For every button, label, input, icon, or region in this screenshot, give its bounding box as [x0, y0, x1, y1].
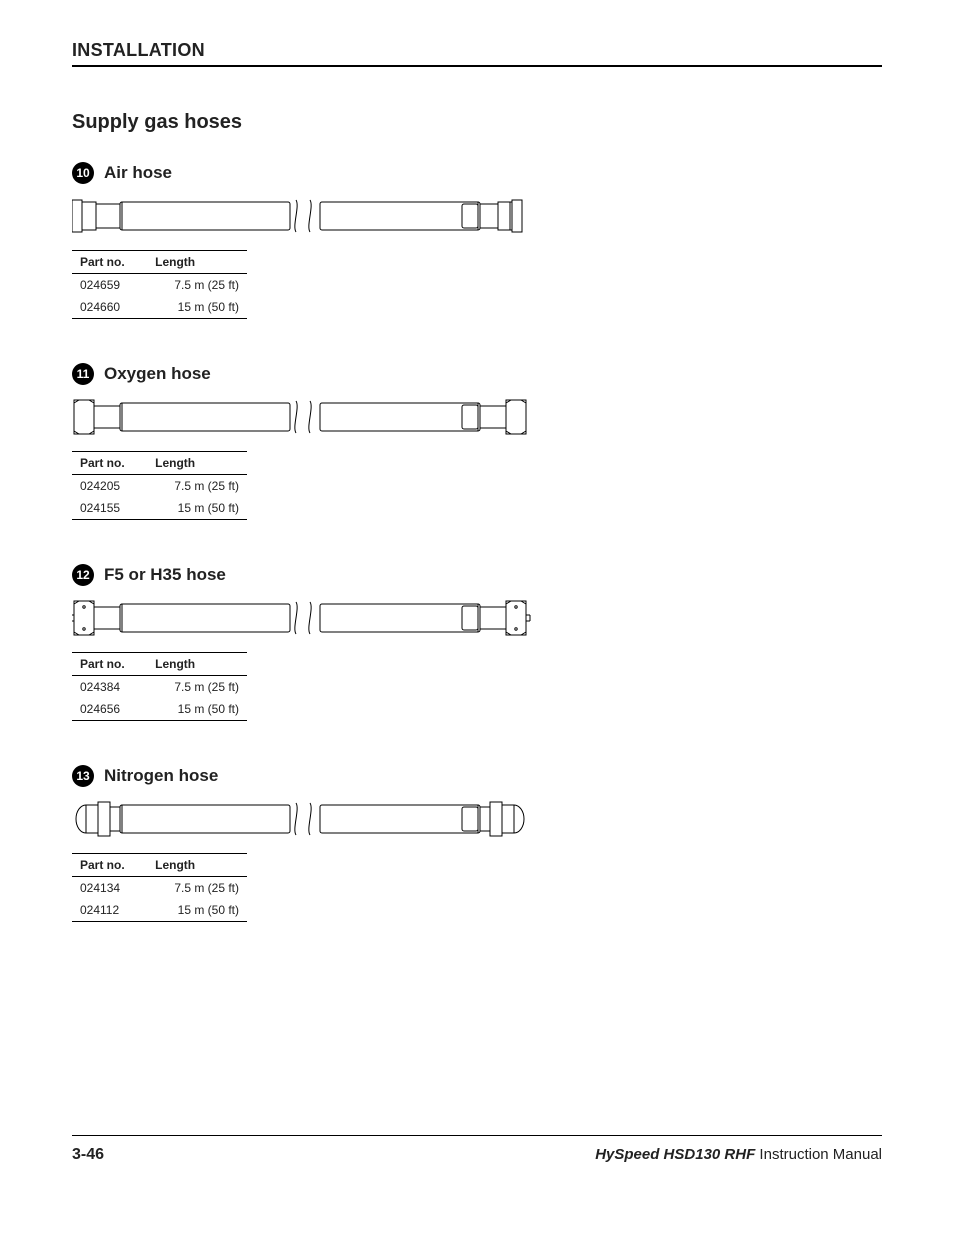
circled-number-icon: 13 [72, 765, 94, 787]
length-cell: 7.5 m (25 ft) [147, 274, 247, 297]
table-header: Part no. [72, 251, 147, 274]
hose-title: Oxygen hose [104, 364, 211, 384]
hose-title: Nitrogen hose [104, 766, 218, 786]
table-row: 0246597.5 m (25 ft) [72, 274, 247, 297]
length-cell: 15 m (50 ft) [147, 698, 247, 721]
circled-number-icon: 10 [72, 162, 94, 184]
table-row: 02466015 m (50 ft) [72, 296, 247, 319]
part-number-cell: 024384 [72, 676, 147, 699]
hose-block: 12 F5 or H35 hose Part no.Length0243847.5 … [72, 564, 882, 721]
length-cell: 7.5 m (25 ft) [147, 475, 247, 498]
table-row: 02465615 m (50 ft) [72, 698, 247, 721]
hose-heading: 11 Oxygen hose [72, 363, 882, 385]
hose-diagram [72, 196, 564, 236]
length-cell: 7.5 m (25 ft) [147, 676, 247, 699]
length-cell: 15 m (50 ft) [147, 296, 247, 319]
page-content: INSTALLATION Supply gas hoses 10 Air hose… [72, 40, 882, 966]
hose-diagram [72, 598, 564, 638]
table-row: 02415515 m (50 ft) [72, 497, 247, 520]
table-row: 0242057.5 m (25 ft) [72, 475, 247, 498]
table-header: Length [147, 653, 247, 676]
parts-table: Part no.Length0243847.5 m (25 ft)0246561… [72, 652, 247, 721]
table-row: 02411215 m (50 ft) [72, 899, 247, 922]
length-cell: 15 m (50 ft) [147, 899, 247, 922]
hose-diagram [72, 799, 564, 839]
table-header: Part no. [72, 452, 147, 475]
parts-table: Part no.Length0246597.5 m (25 ft)0246601… [72, 250, 247, 319]
parts-table: Part no.Length0241347.5 m (25 ft)0241121… [72, 853, 247, 922]
hose-diagram [72, 397, 564, 437]
table-row: 0243847.5 m (25 ft) [72, 676, 247, 699]
hose-title: Air hose [104, 163, 172, 183]
part-number-cell: 024659 [72, 274, 147, 297]
length-cell: 15 m (50 ft) [147, 497, 247, 520]
hose-block: 13 Nitrogen hose Part no.Length0241347.5 m… [72, 765, 882, 922]
hose-title: F5 or H35 hose [104, 565, 226, 585]
part-number-cell: 024656 [72, 698, 147, 721]
circled-number-icon: 11 [72, 363, 94, 385]
page-number: 3-46 [72, 1146, 104, 1164]
circled-number-icon: 12 [72, 564, 94, 586]
header-rule: INSTALLATION [72, 40, 882, 67]
page-header: INSTALLATION [72, 40, 882, 61]
hose-block: 10 Air hose Part no.Length0246597.5 m (25 … [72, 162, 882, 319]
section-title: Supply gas hoses [72, 111, 882, 134]
part-number-cell: 024660 [72, 296, 147, 319]
parts-table: Part no.Length0242057.5 m (25 ft)0241551… [72, 451, 247, 520]
table-header: Part no. [72, 854, 147, 877]
table-header: Length [147, 452, 247, 475]
page-footer: 3-46 HySpeed HSD130 RHF Instruction Manu… [72, 1135, 882, 1164]
footer-right: HySpeed HSD130 RHF Instruction Manual [595, 1146, 882, 1163]
hose-heading: 10 Air hose [72, 162, 882, 184]
part-number-cell: 024112 [72, 899, 147, 922]
part-number-cell: 024134 [72, 877, 147, 900]
hose-heading: 13 Nitrogen hose [72, 765, 882, 787]
table-row: 0241347.5 m (25 ft) [72, 877, 247, 900]
hose-block: 11 Oxygen hose Part no.Length0242057.5 m (… [72, 363, 882, 520]
table-header: Part no. [72, 653, 147, 676]
table-header: Length [147, 251, 247, 274]
length-cell: 7.5 m (25 ft) [147, 877, 247, 900]
product-name: HySpeed HSD130 RHF [595, 1146, 755, 1163]
table-header: Length [147, 854, 247, 877]
manual-suffix: Instruction Manual [755, 1146, 882, 1163]
part-number-cell: 024155 [72, 497, 147, 520]
hose-heading: 12 F5 or H35 hose [72, 564, 882, 586]
part-number-cell: 024205 [72, 475, 147, 498]
